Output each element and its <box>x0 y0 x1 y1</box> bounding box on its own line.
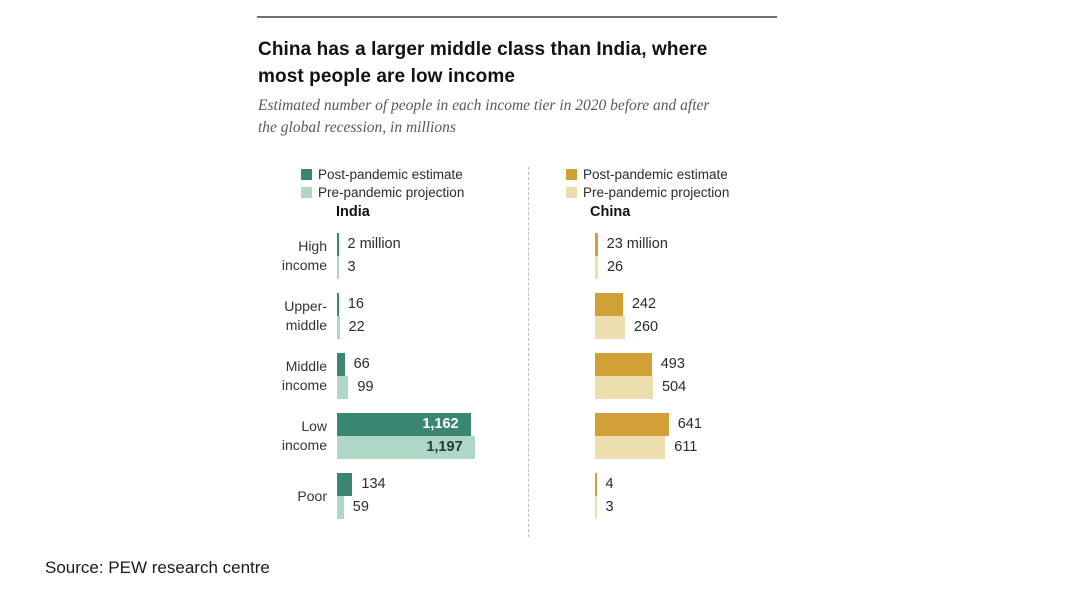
legend-swatch-india-post-icon <box>301 169 312 180</box>
value-label-china-post-row3: 641 <box>677 416 702 432</box>
bar-china-post-row4 <box>595 473 597 496</box>
legend-swatch-china-post-icon <box>566 169 577 180</box>
legend-item-india-pre: Pre-pandemic projection <box>301 184 464 201</box>
category-label-line: middle <box>285 317 327 333</box>
bar-china-pre-row0 <box>595 256 598 279</box>
value-label-india-pre-row4: 59 <box>352 499 369 515</box>
legend-item-china-pre: Pre-pandemic projection <box>566 184 729 201</box>
value-label-china-pre-row2: 504 <box>661 379 687 395</box>
category-label-upper-middle: Upper-middle <box>212 293 327 339</box>
category-label-high-income: High income <box>212 233 327 279</box>
legend-china: Post-pandemic estimate Pre-pandemic proj… <box>566 166 729 202</box>
source-note: Source: PEW research centre <box>45 558 270 577</box>
chart-subtitle: Estimated number of people in each incom… <box>258 95 798 139</box>
legend-label-india-post: Post-pandemic estimate <box>318 167 463 182</box>
bar-india-post-row4 <box>337 473 353 496</box>
value-label-china-pre-row3: 611 <box>674 439 698 455</box>
bar-china-post-row0 <box>595 233 598 256</box>
category-label-line: income <box>281 377 327 393</box>
legend-item-china-post: Post-pandemic estimate <box>566 166 729 183</box>
bar-china-post-row2 <box>595 353 652 376</box>
category-label-line: income <box>281 257 327 273</box>
legend-label-india-pre: Pre-pandemic projection <box>318 185 465 200</box>
category-label-line: Low <box>301 418 327 434</box>
value-label-india-pre-row1: 22 <box>348 319 365 335</box>
bar-china-pre-row4 <box>595 496 597 519</box>
value-label-india-post-row3: 1,162 <box>422 416 459 432</box>
value-label-india-pre-row0: 3 <box>347 259 356 275</box>
bar-china-post-row3 <box>595 413 669 436</box>
value-label-india-post-row1: 16 <box>347 296 364 312</box>
legend-india: Post-pandemic estimate Pre-pandemic proj… <box>301 166 464 202</box>
chart-title-line-1: China has a larger middle class than Ind… <box>258 39 708 60</box>
category-label-line: Poor <box>297 487 327 504</box>
value-label-india-pre-row3: 1,197 <box>426 439 463 455</box>
value-label-china-post-row2: 493 <box>660 356 685 372</box>
category-label-low-income: Low income <box>212 413 327 459</box>
bar-india-pre-row3 <box>337 436 475 459</box>
legend-item-india-post: Post-pandemic estimate <box>301 166 464 183</box>
bar-india-post-row1 <box>337 293 339 316</box>
category-label-line: income <box>281 437 327 453</box>
value-label-china-post-row4: 4 <box>605 476 614 492</box>
value-label-china-pre-row0: 26 <box>606 259 624 275</box>
bar-india-post-row2 <box>337 353 345 376</box>
bar-india-pre-row2 <box>337 376 349 399</box>
value-label-india-post-row2: 66 <box>353 356 370 372</box>
legend-label-china-post: Post-pandemic estimate <box>583 167 728 182</box>
chart-subtitle-line-1: Estimated number of people in each incom… <box>258 97 710 114</box>
bar-india-pre-row4 <box>337 496 344 519</box>
bar-india-post-row3 <box>337 413 471 436</box>
top-rule <box>257 16 777 18</box>
bar-china-pre-row2 <box>595 376 653 399</box>
value-label-china-pre-row4: 3 <box>605 499 614 515</box>
bar-india-post-row0 <box>337 233 339 256</box>
legend-label-china-pre: Pre-pandemic projection <box>583 185 730 200</box>
category-label-poor: Poor <box>212 473 327 519</box>
bar-china-post-row1 <box>595 293 623 316</box>
chart-title-line-2: most people are low income <box>258 66 516 87</box>
category-label-line: Upper- <box>284 298 327 314</box>
category-label-line: High <box>298 238 327 254</box>
legend-swatch-china-pre-icon <box>566 187 577 198</box>
value-label-india-post-row0: 2 million <box>347 236 401 252</box>
bar-india-pre-row0 <box>337 256 339 279</box>
panel-heading-india: India <box>336 204 370 220</box>
panel-heading-china: China <box>590 204 631 220</box>
value-label-china-pre-row1: 260 <box>633 319 659 335</box>
value-label-china-post-row0: 23 million <box>606 236 668 252</box>
category-label-line: Middle <box>285 358 327 374</box>
chart-subtitle-line-2: the global recession, in millions <box>258 119 456 136</box>
bar-china-pre-row1 <box>595 316 625 339</box>
bar-india-pre-row1 <box>337 316 340 339</box>
chart-title: China has a larger middle class than Ind… <box>258 36 798 90</box>
legend-swatch-india-pre-icon <box>301 187 312 198</box>
value-label-india-post-row4: 134 <box>361 476 386 492</box>
panel-separator <box>528 167 529 537</box>
value-label-india-pre-row2: 99 <box>357 379 374 395</box>
category-label-middle-income: Middle income <box>212 353 327 399</box>
value-label-china-post-row1: 242 <box>631 296 657 312</box>
bar-china-pre-row3 <box>595 436 666 459</box>
